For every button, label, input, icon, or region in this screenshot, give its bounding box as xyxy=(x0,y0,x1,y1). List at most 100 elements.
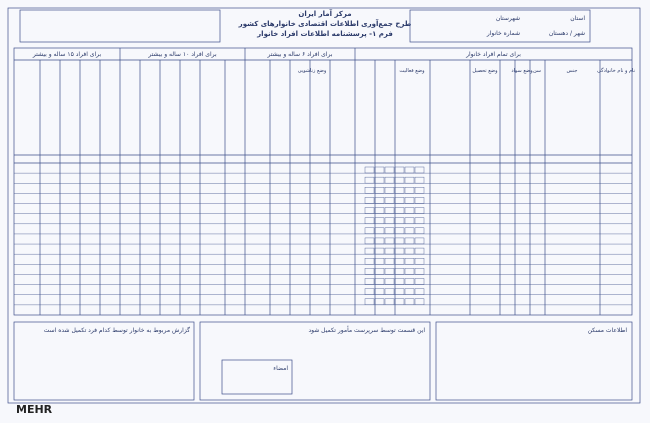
code-box xyxy=(394,217,405,224)
code-box xyxy=(364,227,375,235)
county: شهرستان xyxy=(496,15,520,22)
code-box xyxy=(394,187,405,194)
code-box xyxy=(414,237,425,245)
code-box xyxy=(374,207,385,214)
code-box xyxy=(384,187,395,194)
code-box xyxy=(414,176,425,184)
code-box xyxy=(374,166,385,174)
code-box xyxy=(374,247,385,255)
code-box xyxy=(374,227,385,235)
code-box xyxy=(414,207,425,214)
code-box xyxy=(374,278,385,285)
code-box xyxy=(394,227,405,235)
code-box xyxy=(364,278,375,285)
code-box xyxy=(384,207,395,214)
watermark: MEHR xyxy=(16,403,53,416)
code-box xyxy=(374,268,385,275)
code-box xyxy=(414,278,425,285)
household: شماره خانوار xyxy=(486,30,520,37)
code-box xyxy=(414,298,425,305)
code-box xyxy=(384,237,395,245)
code-box xyxy=(394,288,405,295)
code-box xyxy=(374,217,385,224)
code-box xyxy=(404,237,415,245)
code-box xyxy=(394,247,405,255)
code-box xyxy=(384,247,395,255)
column-header: وضع زناشویی xyxy=(298,68,327,74)
code-box xyxy=(384,258,395,265)
code-box xyxy=(364,207,375,214)
code-box xyxy=(364,176,375,184)
code-box xyxy=(384,176,395,184)
column-header: سن xyxy=(533,68,541,74)
section-title: برای تمام افراد خانوار xyxy=(465,51,521,58)
column-header: وضع سواد xyxy=(511,68,533,74)
section-title: برای افراد ۱۰ ساله و بیشتر xyxy=(147,51,217,58)
code-box xyxy=(404,298,415,305)
code-box xyxy=(384,227,395,235)
middle-box xyxy=(199,321,431,401)
code-box xyxy=(404,258,415,265)
code-box xyxy=(414,227,425,235)
code-box xyxy=(394,278,405,285)
organization: مرکز آمار ایران xyxy=(298,9,351,18)
city: شهر / دهستان xyxy=(549,30,585,37)
code-box xyxy=(364,197,375,204)
code-box xyxy=(404,278,415,285)
code-box xyxy=(414,268,425,275)
code-box xyxy=(414,258,425,265)
code-box xyxy=(364,247,375,255)
code-box xyxy=(404,247,415,255)
section-title: برای افراد ۱۵ ساله و بیشتر xyxy=(32,51,102,58)
code-box xyxy=(384,268,395,275)
left-note: گزارش مربوط به خانوار توسط کدام فرد تکمی… xyxy=(44,326,190,334)
code-box xyxy=(374,197,385,204)
code-box xyxy=(394,298,405,305)
code-box xyxy=(364,217,375,224)
code-box xyxy=(384,166,395,174)
column-header: جنس xyxy=(567,68,578,74)
code-box xyxy=(374,258,385,265)
code-box xyxy=(374,237,385,245)
code-box xyxy=(404,207,415,214)
left-box xyxy=(13,321,195,401)
code-box xyxy=(384,217,395,224)
code-box xyxy=(384,278,395,285)
code-box xyxy=(394,197,405,204)
column-header: وضع فعالیت xyxy=(399,68,425,74)
table-frame xyxy=(13,47,633,316)
form-border xyxy=(7,7,641,404)
code-box xyxy=(394,237,405,245)
column-header: نام و نام خانوادگی xyxy=(597,67,635,74)
form-title: طرح جمع‌آوری اطلاعات اقتصادی خانوارهای ک… xyxy=(238,19,412,28)
middle-note: این قسمت توسط سرپرست مأمور تکمیل شود xyxy=(308,325,425,334)
code-box xyxy=(404,268,415,275)
code-box xyxy=(364,187,375,194)
code-box xyxy=(414,247,425,255)
code-box xyxy=(384,298,395,305)
code-box xyxy=(404,197,415,204)
stamp-box xyxy=(221,359,293,395)
form-subtitle: فرم ۱- پرسشنامه اطلاعات افراد خانوار xyxy=(256,30,393,38)
code-box xyxy=(404,187,415,194)
location-box xyxy=(409,9,591,43)
code-box xyxy=(404,176,415,184)
section-title: برای افراد ۶ ساله و بیشتر xyxy=(266,51,332,58)
code-box xyxy=(364,258,375,265)
code-box xyxy=(414,197,425,204)
id-box xyxy=(19,9,221,43)
signature: امضاء xyxy=(273,365,288,372)
code-box xyxy=(364,237,375,245)
code-box xyxy=(414,166,425,174)
code-box xyxy=(404,217,415,224)
code-box xyxy=(404,166,415,174)
code-box xyxy=(404,227,415,235)
code-box xyxy=(414,288,425,295)
code-box xyxy=(364,268,375,275)
code-box xyxy=(394,176,405,184)
code-box xyxy=(394,268,405,275)
code-box xyxy=(374,187,385,194)
code-box xyxy=(364,288,375,295)
